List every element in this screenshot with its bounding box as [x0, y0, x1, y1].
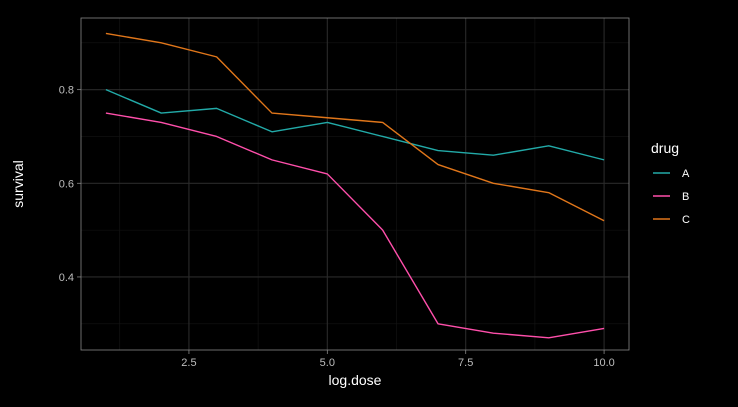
x-tick-label: 5.0 [320, 357, 335, 369]
x-tick-label: 2.5 [181, 357, 196, 369]
minor-gridlines [81, 18, 629, 350]
legend: drug ABC [651, 140, 690, 226]
y-tick-label: 0.6 [59, 178, 74, 190]
plot-panel-border [80, 17, 630, 351]
legend-title: drug [651, 140, 679, 156]
legend-label-b: B [682, 191, 689, 203]
series-lines [105, 32, 605, 339]
series-line-a [105, 88, 605, 161]
x-axis-ticks: 2.5 5.0 7.5 10.0 [181, 350, 615, 369]
major-gridlines [81, 18, 629, 350]
legend-label-a: A [682, 168, 690, 180]
x-tick-label: 10.0 [593, 357, 614, 369]
series-line-c [105, 32, 605, 222]
y-axis-ticks: 0.4 0.6 0.8 [59, 85, 81, 284]
legend-items: ABC [653, 168, 690, 226]
x-axis-label: log.dose [329, 372, 382, 388]
series-line-b [105, 112, 605, 339]
y-tick-label: 0.4 [59, 272, 74, 284]
x-tick-label: 7.5 [458, 357, 473, 369]
y-axis-label: survival [10, 160, 26, 207]
y-tick-label: 0.8 [59, 85, 74, 97]
legend-label-c: C [682, 214, 690, 226]
